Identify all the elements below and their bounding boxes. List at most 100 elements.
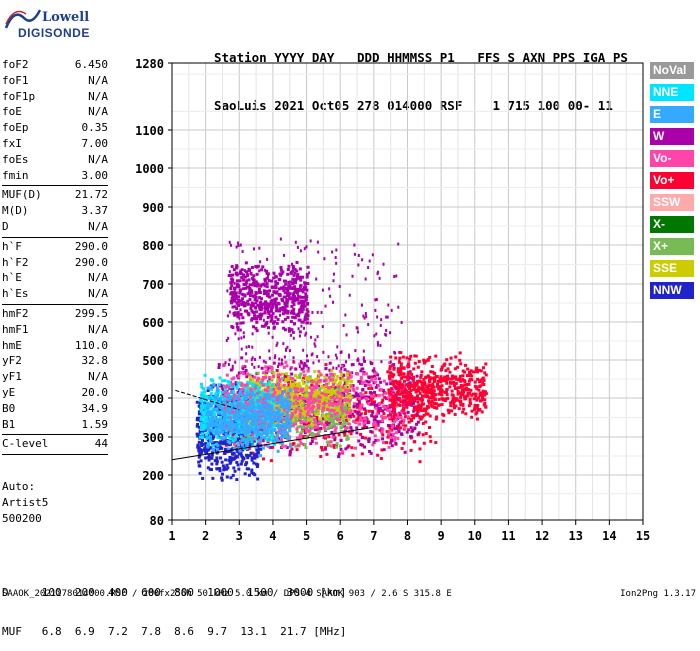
echo-point [335, 378, 338, 381]
echo-point [253, 394, 256, 397]
echo-point [285, 364, 288, 367]
echo-point [253, 473, 256, 476]
echo-point [339, 397, 342, 400]
echo-point [196, 417, 199, 420]
echo-point [209, 420, 212, 423]
echo-point [264, 284, 267, 287]
echo-point [288, 284, 291, 287]
echo-point [231, 383, 234, 386]
echo-point [204, 451, 207, 454]
echo-point [365, 398, 368, 401]
y-tick-label: 700 [142, 278, 164, 292]
echo-point [218, 363, 221, 366]
echo-point [314, 421, 317, 424]
echo-point [304, 285, 307, 288]
echo-point [229, 241, 231, 244]
echo-point [196, 401, 199, 404]
echo-point [201, 416, 204, 419]
echo-point [428, 426, 431, 429]
echo-point [350, 385, 353, 388]
echo-point [261, 306, 263, 309]
echo-point [207, 448, 210, 451]
echo-point [299, 285, 302, 288]
echo-point [344, 313, 346, 316]
echo-point [236, 279, 239, 282]
echo-point [253, 376, 256, 379]
echo-point [241, 293, 244, 296]
echo-point [248, 454, 251, 457]
echo-point [288, 296, 291, 299]
echo-point [396, 437, 399, 440]
echo-point [229, 358, 231, 361]
echo-point [313, 418, 316, 421]
echo-point [299, 330, 302, 333]
echo-point [216, 433, 219, 436]
echo-point [229, 398, 232, 401]
echo-point [288, 403, 291, 406]
echo-point [266, 389, 269, 392]
echo-point [336, 375, 339, 378]
echo-point [374, 381, 377, 384]
echo-point [197, 444, 200, 447]
echo-point [280, 269, 283, 272]
echo-point [251, 292, 253, 295]
echo-point [255, 430, 258, 433]
echo-point [349, 372, 352, 375]
echo-point [246, 273, 249, 276]
echo-point [248, 269, 251, 272]
echo-point [367, 387, 370, 390]
x-tick-label: 8 [404, 529, 411, 543]
echo-point [374, 377, 377, 380]
echo-point [236, 295, 238, 298]
echo-point [254, 284, 257, 287]
echo-point [254, 294, 257, 297]
echo-point [307, 266, 310, 269]
echo-point [264, 404, 267, 407]
echo-point [379, 344, 381, 347]
echo-point [260, 405, 263, 408]
echo-point [278, 302, 281, 305]
echo-point [268, 397, 271, 400]
echo-point [240, 439, 243, 442]
echo-point [296, 376, 299, 379]
echo-point [370, 379, 373, 382]
echo-point [368, 437, 371, 440]
echo-point [319, 455, 322, 458]
echo-point [306, 282, 309, 285]
echo-point [262, 447, 265, 450]
echo-point [370, 414, 373, 417]
echo-point [264, 430, 267, 433]
echo-point [229, 287, 232, 290]
echo-point [223, 442, 226, 445]
y-tick-label: 900 [142, 201, 164, 215]
echo-point [262, 426, 265, 429]
echo-point [204, 374, 207, 377]
echo-point [327, 435, 330, 438]
echo-point [240, 424, 243, 427]
echo-point [240, 336, 242, 339]
echo-point [222, 464, 225, 467]
echo-point [266, 434, 269, 437]
echo-point [370, 387, 373, 390]
echo-point [270, 459, 273, 462]
echo-point [373, 403, 376, 406]
echo-point [312, 361, 314, 364]
echo-point [272, 276, 275, 279]
echo-point [376, 315, 378, 318]
echo-point [270, 320, 273, 323]
echo-point [312, 405, 315, 408]
echo-point [256, 455, 259, 458]
echo-point [279, 420, 282, 423]
echo-point [346, 333, 348, 336]
echo-point [371, 362, 373, 365]
echo-point [292, 442, 295, 445]
echo-point [284, 398, 287, 401]
echo-point [278, 387, 281, 390]
echo-point [301, 276, 304, 279]
echo-point [313, 394, 316, 397]
echo-point [379, 381, 382, 384]
echo-point [269, 424, 272, 427]
echo-point [235, 478, 238, 481]
echo-point [219, 469, 222, 472]
echo-point [276, 432, 279, 435]
